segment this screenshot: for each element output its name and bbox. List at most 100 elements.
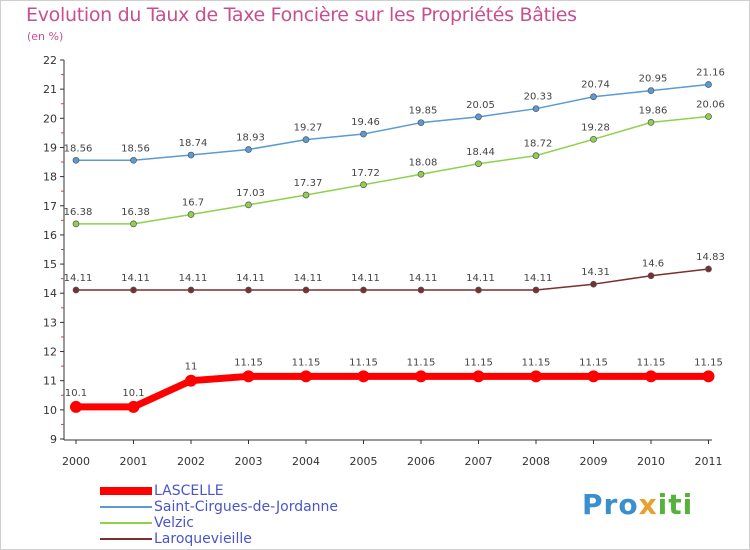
data-point	[590, 135, 597, 143]
data-label: 19.86	[639, 105, 668, 116]
data-label: 14.11	[121, 273, 150, 284]
y-tick-label: 21	[43, 83, 57, 96]
legend-label: Laroquevieille	[154, 531, 252, 547]
data-label: 18.74	[179, 138, 208, 149]
data-label: 20.33	[524, 92, 553, 103]
series-line-lascelle	[76, 372, 709, 411]
data-point	[532, 286, 540, 294]
y-tick-label: 12	[43, 346, 57, 359]
data-point	[302, 286, 310, 294]
data-point	[475, 286, 482, 294]
data-label: 14.11	[409, 273, 438, 284]
y-tick-label: 17	[43, 200, 57, 213]
data-point	[415, 370, 427, 383]
data-label: 19.28	[581, 122, 610, 133]
y-tick-label: 16	[43, 229, 57, 242]
x-tick-label: 2000	[62, 455, 90, 468]
x-tick-label: 2004	[292, 455, 320, 468]
data-point	[590, 93, 597, 101]
data-label: 11.15	[234, 357, 263, 368]
data-point	[187, 211, 195, 218]
x-tick-label: 2001	[120, 455, 148, 468]
data-label: 17.03	[236, 188, 265, 199]
legend-swatch	[100, 522, 152, 524]
legend-label: LASCELLE	[154, 483, 224, 499]
chart-subtitle: (en %)	[27, 30, 64, 43]
data-label: 18.44	[466, 147, 495, 158]
data-label: 18.72	[524, 139, 553, 150]
data-point	[185, 374, 197, 387]
legend-swatch	[100, 506, 152, 508]
data-point	[647, 272, 655, 280]
data-point	[702, 370, 715, 383]
data-label: 19.46	[351, 117, 380, 128]
legend-swatch	[100, 487, 152, 495]
data-point	[472, 370, 485, 383]
data-label: 20.06	[696, 100, 725, 111]
data-label: 14.6	[642, 259, 664, 270]
data-label: 16.7	[182, 198, 204, 209]
y-tick-label: 11	[43, 375, 57, 388]
data-label: 14.11	[466, 273, 495, 284]
data-point	[705, 81, 712, 88]
y-tick-label: 10	[43, 404, 57, 417]
data-label: 14.11	[351, 273, 380, 284]
data-point	[242, 370, 255, 383]
data-label: 19.27	[294, 123, 323, 134]
data-point	[357, 370, 370, 383]
y-tick-label: 13	[43, 316, 57, 329]
x-tick-label: 2005	[350, 455, 378, 468]
data-point	[417, 119, 425, 127]
data-label: 18.56	[64, 143, 93, 154]
y-tick-label: 22	[43, 54, 57, 67]
y-tick-label: 18	[43, 171, 57, 184]
data-point	[645, 370, 657, 383]
data-label: 16.38	[121, 207, 150, 218]
data-point	[532, 105, 540, 113]
data-point	[302, 136, 310, 143]
data-label: 18.93	[236, 133, 265, 144]
data-label: 11.15	[292, 357, 321, 368]
data-point	[360, 130, 367, 138]
data-point	[475, 160, 482, 168]
data-point	[417, 286, 425, 294]
data-label: 14.31	[581, 267, 610, 278]
data-label: 14.11	[64, 273, 93, 284]
data-label: 11.15	[407, 357, 436, 368]
legend-item-lascelle: LASCELLE	[100, 483, 338, 499]
data-point	[130, 286, 137, 294]
data-label: 14.11	[236, 273, 265, 284]
x-tick-label: 2009	[580, 455, 608, 468]
data-point	[245, 286, 252, 294]
data-point	[360, 286, 367, 294]
data-label: 11.15	[579, 357, 608, 368]
data-point	[130, 220, 137, 228]
x-tick-label: 2006	[407, 455, 435, 468]
legend-label: Velzic	[154, 515, 194, 531]
data-point	[475, 113, 482, 121]
x-tick-label: 2003	[235, 455, 263, 468]
data-point	[647, 119, 655, 126]
x-tick-label: 2007	[465, 455, 493, 468]
data-point	[587, 370, 600, 383]
data-label: 11.15	[694, 357, 723, 368]
data-point	[530, 370, 542, 383]
data-label: 18.08	[409, 157, 438, 168]
data-label: 19.85	[409, 106, 438, 117]
data-point	[302, 191, 310, 199]
data-label: 11.15	[349, 357, 378, 368]
legend-swatch	[100, 538, 152, 540]
series-line-saint-cirgues-de-jordanne	[76, 83, 709, 162]
y-tick-label: 9	[50, 433, 57, 446]
data-label: 18.56	[121, 143, 150, 154]
data-point	[590, 280, 597, 288]
data-point	[72, 220, 80, 228]
data-label: 14.11	[524, 273, 553, 284]
data-label: 14.83	[696, 252, 725, 263]
x-tick-label: 2011	[695, 455, 723, 468]
data-point	[72, 156, 80, 164]
data-label: 21.16	[696, 67, 725, 78]
data-point	[245, 201, 252, 209]
legend-item-velzic: Velzic	[100, 515, 338, 531]
